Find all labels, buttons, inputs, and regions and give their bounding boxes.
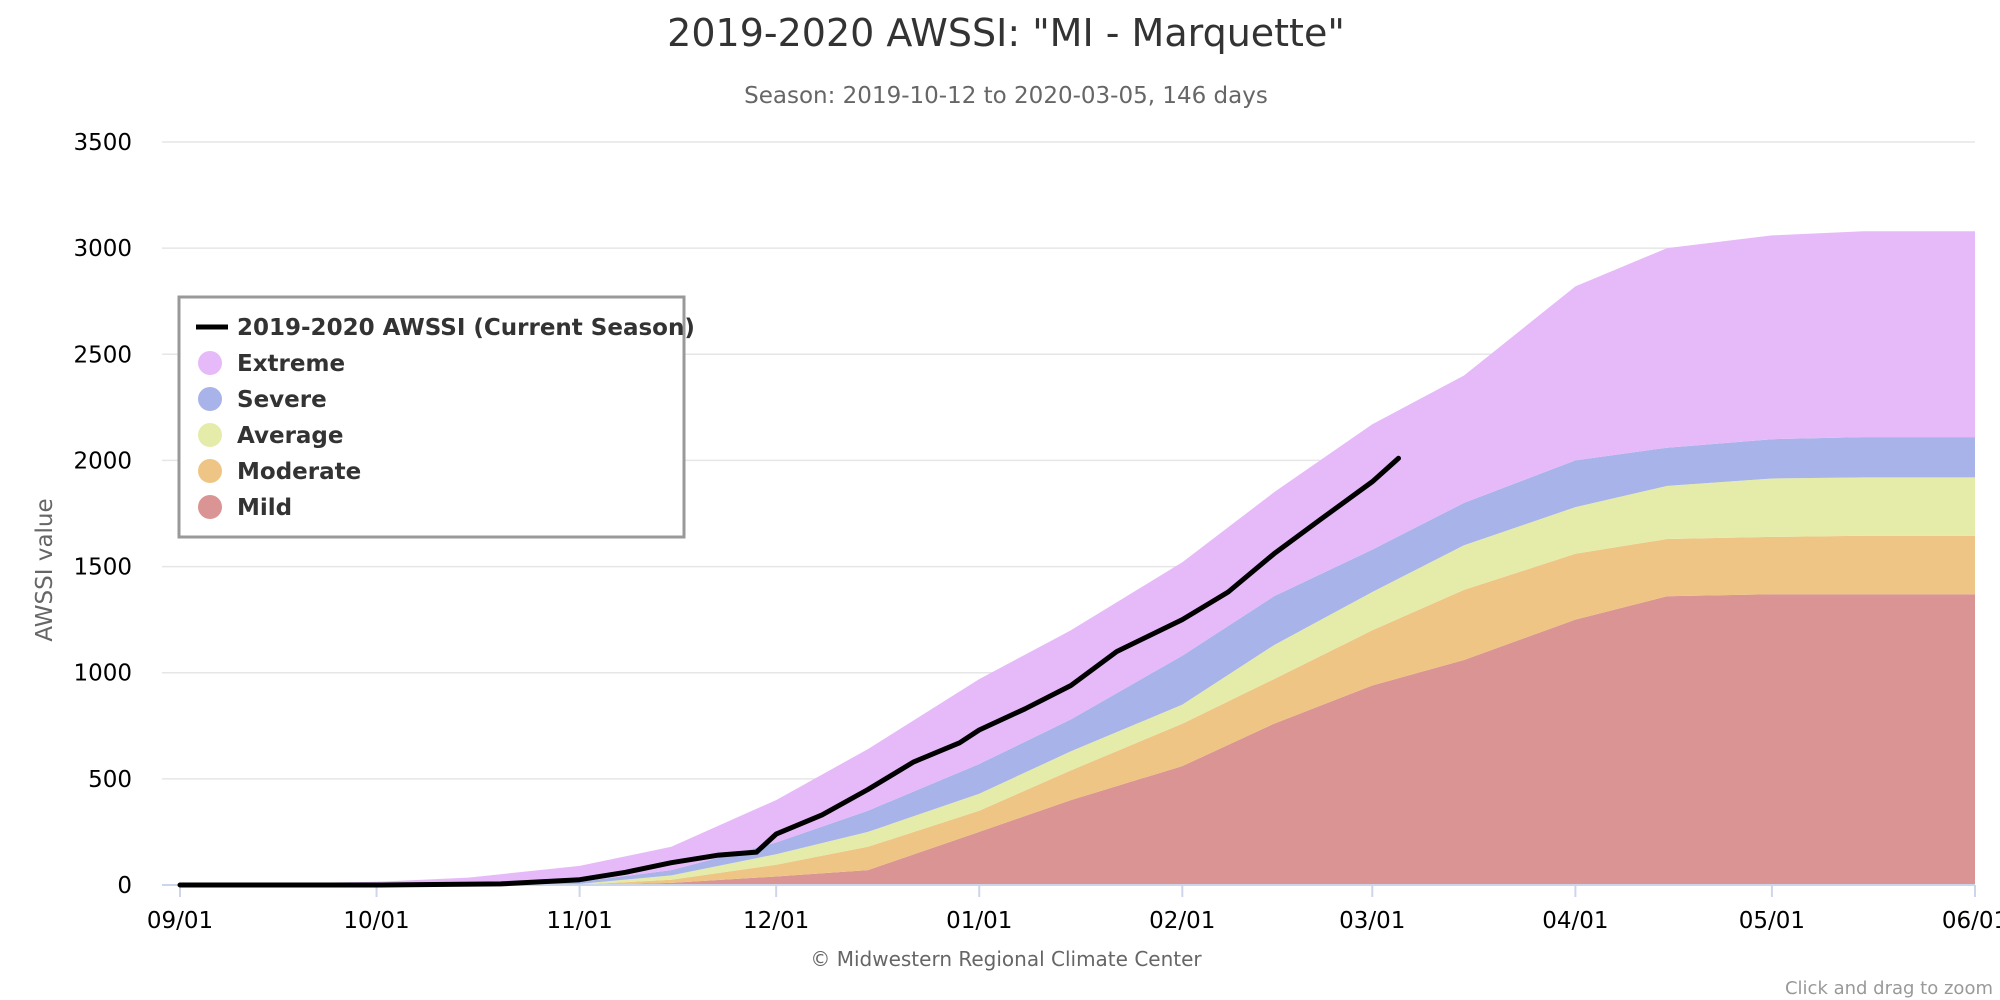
y-axis: 0 500 1000 1500 2000 2500 3000 3500 xyxy=(73,130,132,899)
y-tick-label: 1500 xyxy=(73,555,132,581)
chart-title: 2019-2020 AWSSI: "MI - Marquette" xyxy=(667,11,1345,55)
y-axis-title: AWSSI value xyxy=(32,498,58,641)
x-axis: 09/01 10/01 11/01 12/01 01/01 02/01 03/01 04/01… xyxy=(147,884,2000,934)
legend-label[interactable]: Severe xyxy=(237,387,327,413)
x-tick-label: 10/01 xyxy=(343,908,409,934)
zoom-hint: Click and drag to zoom xyxy=(1785,978,1993,999)
x-tick-label: 06/01 xyxy=(1942,908,2000,934)
legend-dot-average xyxy=(198,423,222,447)
y-tick-label: 0 xyxy=(117,873,132,899)
band-average xyxy=(180,477,1975,885)
x-tick-label: 02/01 xyxy=(1149,908,1215,934)
x-tick-label: 04/01 xyxy=(1542,908,1608,934)
legend-label[interactable]: Extreme xyxy=(237,351,345,377)
y-tick-label: 3000 xyxy=(73,236,132,262)
legend-label[interactable]: Mild xyxy=(237,495,292,521)
y-tick-label: 3500 xyxy=(73,130,132,156)
y-tick-label: 500 xyxy=(88,767,132,793)
y-tick-label: 1000 xyxy=(73,661,132,687)
x-tick-label: 11/01 xyxy=(546,908,612,934)
series-line-current-season xyxy=(177,455,1401,888)
credit-text[interactable]: © Midwestern Regional Climate Center xyxy=(810,947,1202,971)
legend-label[interactable]: Average xyxy=(237,423,344,449)
legend-dot-severe xyxy=(198,387,222,411)
x-tick-label: 09/01 xyxy=(147,908,213,934)
x-tick-label: 03/01 xyxy=(1339,908,1405,934)
current-season-series xyxy=(177,455,1401,888)
band-extreme xyxy=(180,231,1975,885)
legend[interactable]: 2019-2020 AWSSI (Current Season) Extreme S… xyxy=(177,295,695,539)
percentile-bands xyxy=(180,231,1975,885)
y-tick-label: 2000 xyxy=(73,448,132,474)
y-tick-label: 2500 xyxy=(73,342,132,368)
legend-dot-extreme xyxy=(198,351,222,375)
chart-subtitle: Season: 2019-10-12 to 2020-03-05, 146 da… xyxy=(744,83,1268,109)
band-moderate xyxy=(180,535,1975,885)
legend-label[interactable]: 2019-2020 AWSSI (Current Season) xyxy=(237,315,695,341)
legend-dot-moderate xyxy=(198,459,222,483)
x-tick-label: 12/01 xyxy=(743,908,809,934)
band-mild xyxy=(180,594,1975,885)
x-tick-label: 01/01 xyxy=(946,908,1012,934)
x-tick-label: 05/01 xyxy=(1739,908,1805,934)
legend-box xyxy=(177,295,686,539)
legend-dot-mild xyxy=(198,495,222,519)
legend-label[interactable]: Moderate xyxy=(237,459,361,485)
